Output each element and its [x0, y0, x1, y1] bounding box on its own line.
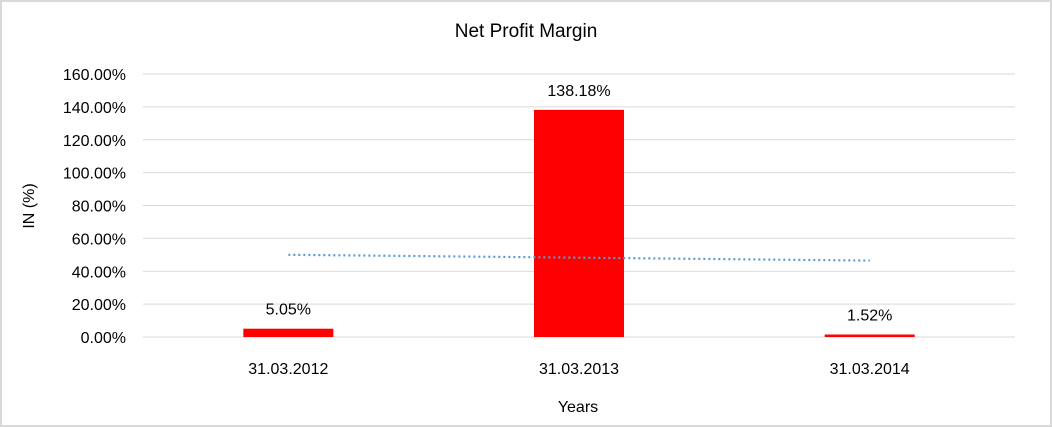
x-tick-label: 31.03.2014 — [830, 361, 910, 378]
data-label: 138.18% — [547, 83, 610, 100]
bar — [534, 109, 624, 337]
x-tick-label: 31.03.2012 — [248, 361, 328, 378]
x-tick-label: 31.03.2013 — [539, 361, 619, 378]
y-tick-label: 60.00% — [72, 231, 126, 248]
data-label: 1.52% — [847, 308, 892, 325]
chart-title: Net Profit Margin — [455, 21, 598, 42]
y-axis-label: IN (%) — [21, 183, 38, 228]
y-tick-label: 80.00% — [72, 199, 126, 216]
y-tick-label: 100.00% — [63, 166, 126, 183]
y-tick-label: 20.00% — [72, 297, 126, 314]
y-tick-label: 160.00% — [63, 67, 126, 84]
bar — [243, 328, 334, 337]
y-tick-label: 0.00% — [81, 330, 126, 347]
x-axis-label: Years — [558, 399, 598, 416]
bar — [824, 334, 915, 337]
y-tick-label: 120.00% — [63, 133, 126, 150]
y-tick-label: 140.00% — [63, 100, 126, 117]
y-tick-label: 40.00% — [72, 264, 126, 281]
data-label: 5.05% — [266, 302, 311, 319]
trendline — [288, 253, 870, 262]
